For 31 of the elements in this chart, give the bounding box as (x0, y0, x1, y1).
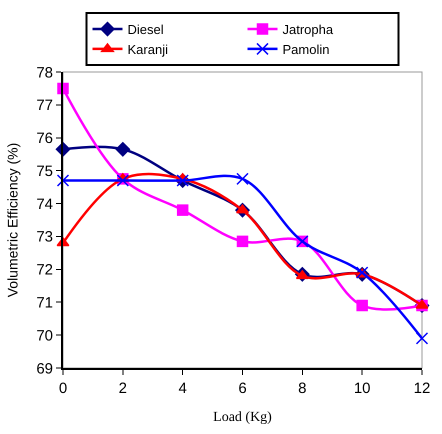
x-tick-label: 8 (298, 380, 306, 397)
point (356, 300, 368, 312)
legend-label: Diesel (128, 22, 164, 38)
point (416, 332, 428, 345)
y-tick-label: 74 (36, 196, 53, 213)
legend-label: Pamolin (282, 42, 330, 57)
x-tick-label: 10 (354, 380, 371, 397)
y-tick-label: 76 (36, 130, 53, 148)
x-tick-label: 12 (414, 380, 430, 397)
x-tick-label: 0 (58, 380, 68, 397)
x-tick-label: 6 (238, 380, 247, 397)
point (236, 172, 249, 186)
y-tick-label: 75 (36, 162, 53, 180)
x-tick-label: 2 (118, 380, 127, 397)
y-tick-label: 69 (36, 360, 53, 378)
legend-label: Jatropha (282, 22, 334, 38)
legend-label: Karanji (128, 42, 168, 57)
y-tick-label: 72 (36, 262, 53, 279)
point (116, 142, 130, 157)
y-axis-title: Volumetric Efficiency (%) (4, 142, 20, 298)
point (236, 236, 248, 248)
point (176, 204, 188, 216)
y-tick-label: 73 (36, 228, 53, 246)
x-axis-title: Load (Kg) (213, 410, 272, 425)
point (56, 174, 70, 187)
y-tick-label: 77 (36, 97, 53, 114)
point (296, 270, 309, 280)
x-tick-label: 4 (178, 380, 187, 397)
y-tick-label: 78 (36, 64, 53, 82)
y-tick-label: 71 (36, 294, 53, 312)
y-tick-label: 70 (36, 327, 53, 344)
